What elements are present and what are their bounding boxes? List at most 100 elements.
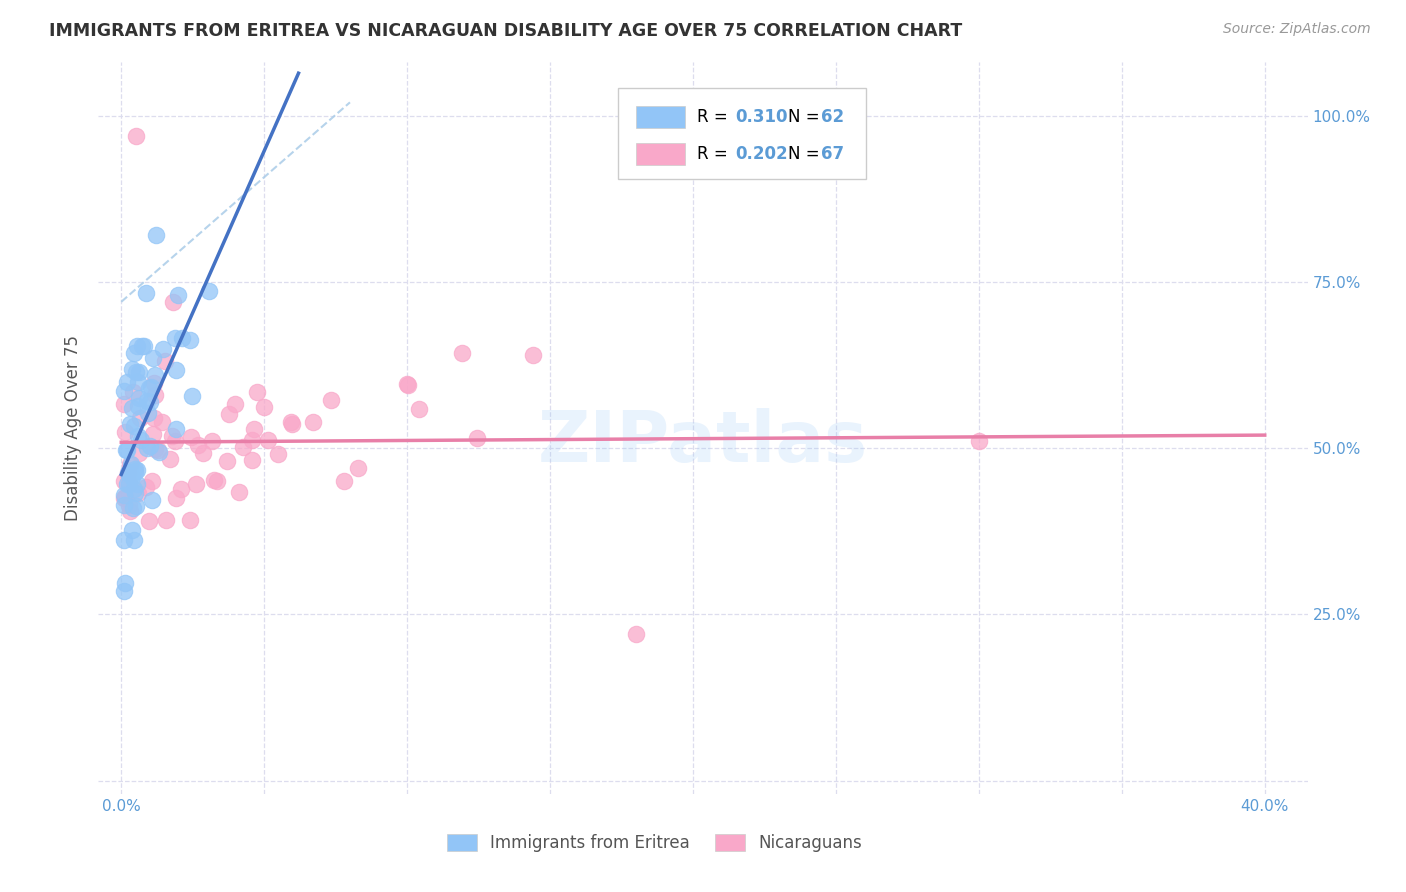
Point bbox=[135, 394, 157, 409]
Text: 62: 62 bbox=[821, 108, 845, 127]
Point bbox=[115, 476, 138, 491]
Point bbox=[522, 348, 544, 362]
Text: N =: N = bbox=[787, 145, 824, 163]
Point bbox=[142, 427, 165, 442]
Point bbox=[224, 397, 246, 411]
Point bbox=[202, 473, 225, 487]
Point bbox=[136, 441, 159, 455]
Text: Source: ZipAtlas.com: Source: ZipAtlas.com bbox=[1223, 22, 1371, 37]
Point bbox=[218, 407, 240, 421]
Point bbox=[122, 384, 145, 399]
Point bbox=[253, 400, 276, 414]
Point bbox=[228, 485, 250, 500]
Point bbox=[408, 401, 430, 416]
Point bbox=[165, 363, 187, 377]
Point bbox=[138, 514, 160, 528]
Point bbox=[128, 392, 150, 406]
Point bbox=[118, 475, 141, 490]
Point bbox=[112, 491, 135, 505]
Point bbox=[141, 492, 163, 507]
Point bbox=[332, 474, 354, 488]
Point bbox=[159, 451, 181, 466]
Point bbox=[118, 465, 141, 479]
Point bbox=[143, 388, 166, 402]
Point bbox=[155, 354, 177, 368]
Point bbox=[256, 433, 278, 447]
Point bbox=[467, 431, 489, 445]
Text: 0.310: 0.310 bbox=[735, 108, 789, 127]
Point bbox=[242, 422, 264, 436]
Point bbox=[114, 491, 136, 505]
Point bbox=[232, 440, 254, 454]
Point bbox=[162, 294, 184, 309]
Point bbox=[112, 584, 135, 599]
Point bbox=[127, 486, 149, 500]
Point bbox=[131, 339, 153, 353]
Point bbox=[112, 474, 135, 488]
Point bbox=[240, 453, 263, 467]
Point bbox=[121, 361, 143, 376]
Point bbox=[163, 434, 186, 448]
Point bbox=[155, 513, 177, 527]
Point bbox=[302, 415, 325, 429]
Point bbox=[165, 331, 187, 345]
Point bbox=[184, 477, 207, 491]
Text: IMMIGRANTS FROM ERITREA VS NICARAGUAN DISABILITY AGE OVER 75 CORRELATION CHART: IMMIGRANTS FROM ERITREA VS NICARAGUAN DI… bbox=[49, 22, 963, 40]
Point bbox=[395, 376, 418, 391]
Point bbox=[127, 429, 149, 443]
Point bbox=[165, 491, 187, 505]
Point bbox=[134, 480, 156, 494]
Point bbox=[148, 443, 170, 458]
Point bbox=[125, 500, 148, 514]
Text: R =: R = bbox=[697, 145, 733, 163]
Text: 0.202: 0.202 bbox=[735, 145, 789, 163]
Point bbox=[114, 575, 136, 590]
Point bbox=[280, 415, 302, 429]
Point bbox=[450, 346, 472, 360]
Point bbox=[201, 434, 224, 448]
Point bbox=[143, 442, 166, 457]
Point bbox=[112, 396, 135, 410]
Point bbox=[281, 417, 304, 432]
Legend: Immigrants from Eritrea, Nicaraguans: Immigrants from Eritrea, Nicaraguans bbox=[440, 827, 869, 859]
Point bbox=[128, 365, 150, 379]
Point bbox=[120, 458, 142, 472]
Point bbox=[128, 446, 150, 460]
Point bbox=[117, 466, 139, 480]
FancyBboxPatch shape bbox=[637, 143, 685, 165]
Point bbox=[167, 288, 190, 302]
Point bbox=[134, 339, 156, 353]
Point bbox=[117, 443, 139, 458]
Point bbox=[142, 411, 165, 425]
Point bbox=[170, 482, 193, 496]
Point bbox=[267, 447, 290, 461]
Point bbox=[148, 445, 170, 459]
Point bbox=[136, 406, 159, 420]
Point bbox=[118, 477, 141, 491]
Point bbox=[121, 401, 143, 415]
Point bbox=[207, 474, 229, 488]
Point bbox=[347, 460, 370, 475]
Point bbox=[143, 368, 166, 382]
Point bbox=[179, 513, 201, 527]
FancyBboxPatch shape bbox=[637, 106, 685, 128]
Point bbox=[112, 487, 135, 501]
Point bbox=[121, 470, 143, 484]
Point bbox=[124, 533, 146, 547]
Point bbox=[165, 422, 187, 436]
Text: N =: N = bbox=[787, 108, 824, 127]
Point bbox=[127, 339, 149, 353]
Point bbox=[122, 500, 145, 515]
Point bbox=[124, 462, 146, 476]
Point bbox=[135, 285, 157, 300]
FancyBboxPatch shape bbox=[619, 88, 866, 179]
Text: 67: 67 bbox=[821, 145, 845, 163]
Point bbox=[142, 351, 165, 365]
Point bbox=[115, 375, 138, 389]
Point bbox=[129, 434, 152, 448]
Point bbox=[112, 384, 135, 399]
Point bbox=[180, 430, 202, 444]
Point bbox=[124, 128, 146, 143]
Point bbox=[120, 457, 142, 471]
Point bbox=[246, 385, 269, 400]
